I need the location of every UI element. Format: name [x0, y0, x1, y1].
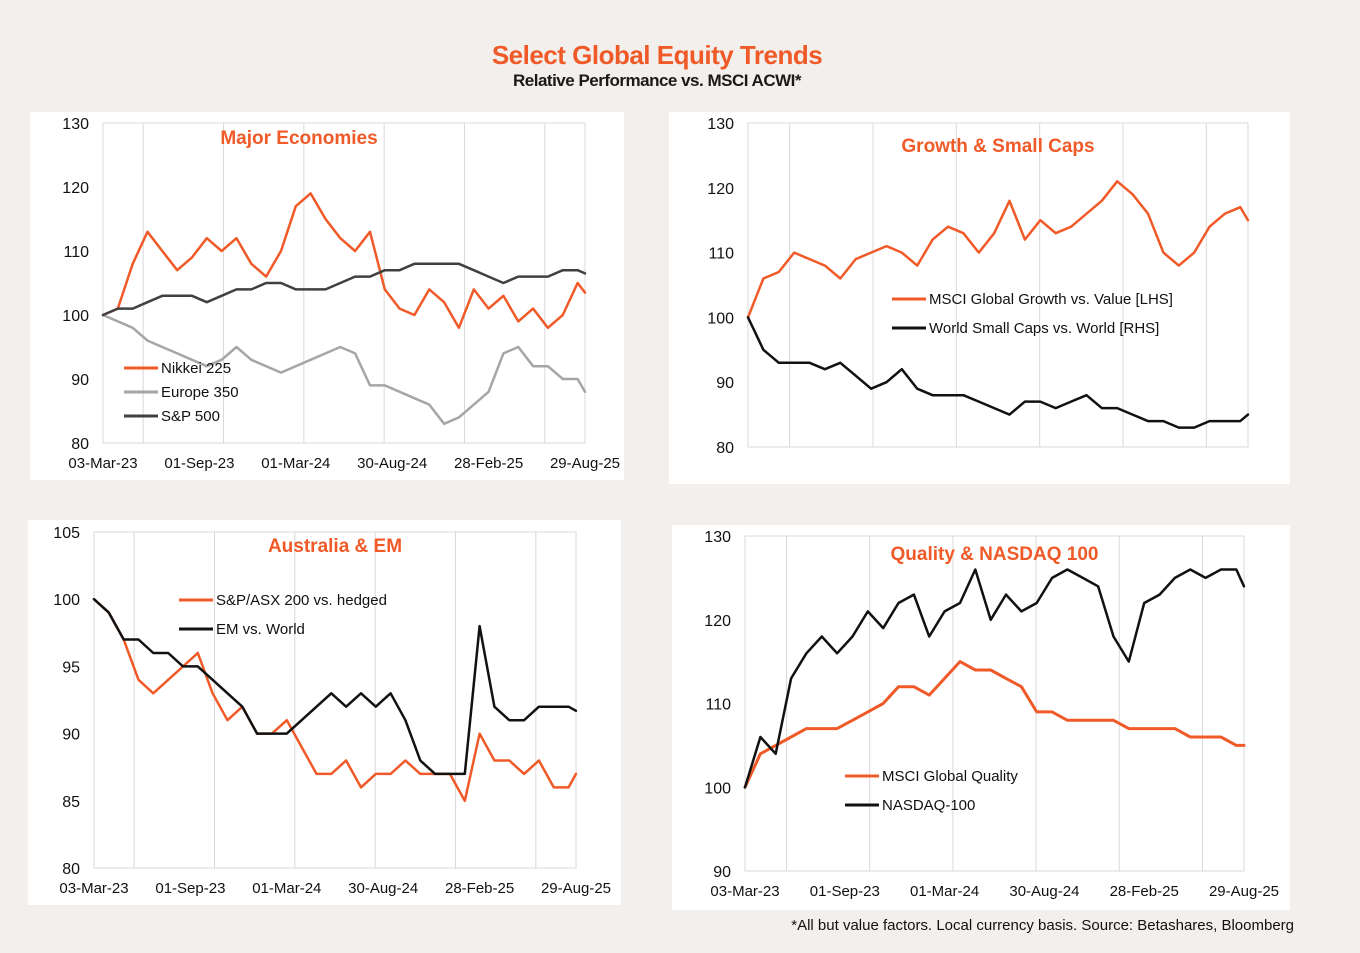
x-tick-label: 01-Mar-24 [910, 883, 979, 900]
x-tick-label: 30-Aug-24 [348, 880, 418, 897]
y-tick-label: 110 [705, 697, 731, 714]
y-tick-label: 100 [53, 592, 80, 609]
series-line-1 [746, 316, 1250, 429]
y-tick-label: 80 [71, 436, 89, 453]
page-subtitle: Relative Performance vs. MSCI ACWI* [513, 71, 801, 90]
legend-label: Europe 350 [161, 384, 239, 401]
x-tick-label: 01-Sep-23 [810, 883, 880, 900]
y-tick-label: 120 [704, 613, 731, 630]
chart-svg: 80 85 90 95 100 105 03-Mar-23 01-Sep-23 01-Mar-2… [53, 525, 611, 897]
chart-panel-australia-em: 80 85 90 95 100 105 03-Mar-23 01-Sep-23 01-Mar-2… [28, 520, 621, 905]
chart-title: Growth & Small Caps [901, 136, 1094, 157]
x-tick-label: 29-Aug-25 [550, 455, 620, 472]
y-tick-label: 90 [71, 372, 89, 389]
series-line-0 [101, 192, 587, 330]
x-tick-label: 01-Mar-24 [252, 880, 321, 897]
y-tick-label: 85 [62, 794, 80, 811]
x-tick-label: 29-Aug-25 [541, 880, 611, 897]
plot-frame [747, 122, 1249, 448]
x-tick-label: 28-Feb-25 [454, 455, 523, 472]
legend-label: NASDAQ-100 [882, 797, 975, 814]
y-tick-label: 90 [713, 864, 731, 881]
chart-title: Quality & NASDAQ 100 [891, 544, 1099, 565]
x-tick-label: 28-Feb-25 [1110, 883, 1179, 900]
legend-label: EM vs. World [216, 621, 305, 638]
legend-label: S&P/ASX 200 vs. hedged [216, 592, 387, 609]
legend-label: MSCI Global Growth vs. Value [LHS] [929, 291, 1173, 308]
series-line-0 [92, 597, 578, 803]
source-footnote: *All but value factors. Local currency b… [791, 917, 1294, 934]
y-tick-label: 110 [708, 246, 734, 263]
x-tick-label: 03-Mar-23 [68, 455, 137, 472]
y-tick-label: 110 [63, 244, 89, 261]
chart-panel-major-economies: 80 90 100 110 120 130 03-Mar-23 01-Sep-23 01-Mar… [30, 112, 624, 480]
y-tick-label: 95 [62, 659, 80, 676]
y-tick-label: 130 [707, 116, 734, 133]
legend-label: World Small Caps vs. World [RHS] [929, 320, 1159, 337]
plot-frame [744, 535, 1245, 872]
x-tick-label: 01-Sep-23 [155, 880, 225, 897]
legend-label: Nikkei 225 [161, 360, 231, 377]
chart-svg: 80 90 100 110 120 130 Growth & Small Caps MSCI … [707, 116, 1250, 457]
plot-frame [93, 531, 577, 869]
y-tick-label: 80 [62, 861, 80, 878]
chart-svg: 90 100 110 120 130 03-Mar-23 01-Sep-23 01-Mar-2… [704, 529, 1279, 900]
y-tick-label: 90 [716, 375, 734, 392]
chart-title: Australia & EM [268, 536, 402, 557]
chart-title: Major Economies [220, 128, 377, 149]
y-tick-label: 130 [704, 529, 731, 546]
y-tick-label: 100 [704, 780, 731, 797]
series-line-0 [746, 180, 1250, 319]
x-tick-label: 29-Aug-25 [1209, 883, 1279, 900]
chart-svg: 80 90 100 110 120 130 03-Mar-23 01-Sep-23 01-Mar… [62, 116, 620, 472]
y-tick-label: 120 [62, 180, 89, 197]
series-line-0 [743, 660, 1246, 789]
x-tick-label: 01-Mar-24 [261, 455, 330, 472]
y-tick-label: 100 [62, 308, 89, 325]
legend-label: S&P 500 [161, 408, 220, 425]
y-tick-label: 80 [716, 440, 734, 457]
series-line-1 [101, 313, 587, 426]
series-line-1 [743, 568, 1246, 789]
x-tick-label: 30-Aug-24 [1009, 883, 1079, 900]
x-tick-label: 28-Feb-25 [445, 880, 514, 897]
chart-panel-growth-small-caps: 80 90 100 110 120 130 Growth & Small Caps MSCI … [669, 112, 1290, 484]
plot-frame [102, 122, 586, 444]
y-tick-label: 120 [707, 181, 734, 198]
y-tick-label: 100 [707, 310, 734, 327]
x-tick-label: 03-Mar-23 [710, 883, 779, 900]
chart-panel-quality-nasdaq: 90 100 110 120 130 03-Mar-23 01-Sep-23 01-Mar-2… [672, 525, 1290, 910]
y-tick-label: 130 [62, 116, 89, 133]
series-line-2 [101, 262, 587, 317]
y-tick-label: 90 [62, 727, 80, 744]
x-tick-label: 03-Mar-23 [59, 880, 128, 897]
x-tick-label: 01-Sep-23 [164, 455, 234, 472]
series-line-1 [92, 597, 578, 776]
x-tick-label: 30-Aug-24 [357, 455, 427, 472]
y-tick-label: 105 [53, 525, 80, 542]
legend-label: MSCI Global Quality [882, 768, 1018, 785]
page-title: Select Global Equity Trends [491, 40, 823, 70]
